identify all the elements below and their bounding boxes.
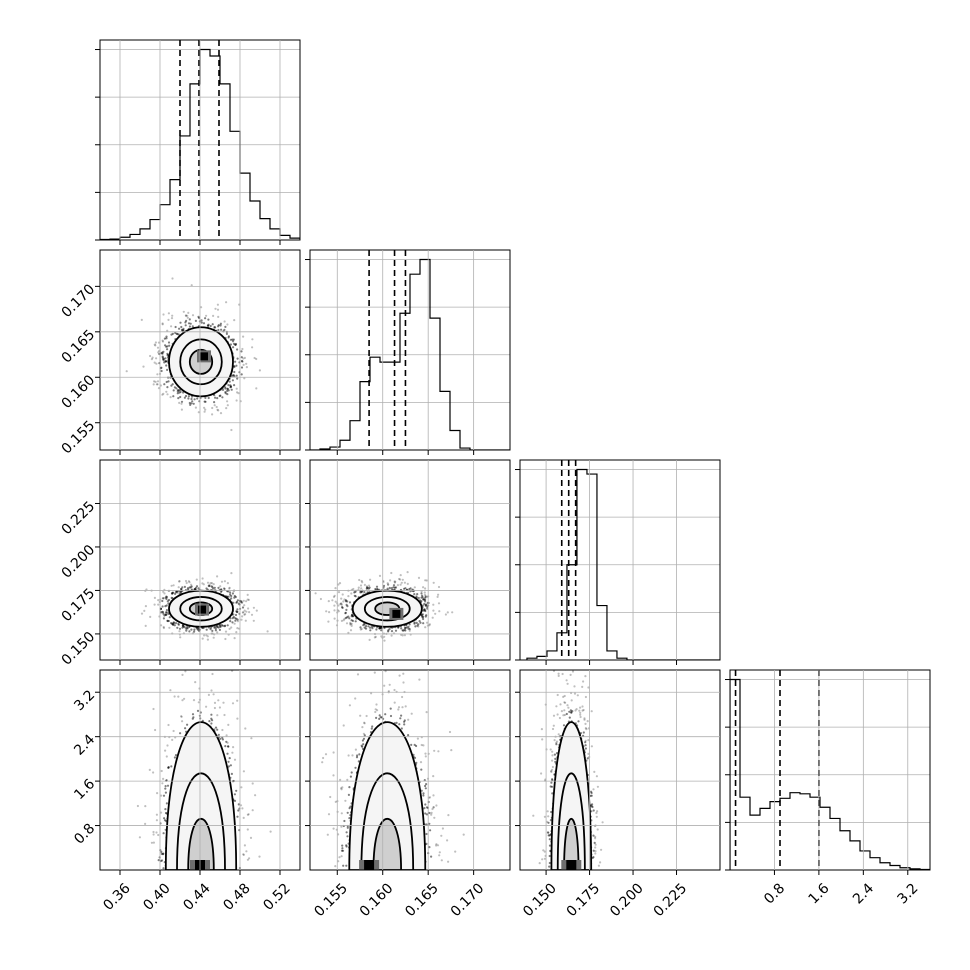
density-region xyxy=(314,571,454,642)
density-contour xyxy=(187,818,215,870)
hist-cell-2-axes xyxy=(545,460,678,665)
x-tick-label: 0.155 xyxy=(311,880,351,920)
scatter-cell-3-2-frame xyxy=(519,669,721,871)
y-tick-label: 1.6 xyxy=(71,776,98,803)
y-tick-label: 0.175 xyxy=(59,585,99,625)
hist-cell-0 xyxy=(95,39,301,241)
hist-cell-1-axes xyxy=(336,250,475,455)
y-tick-label: 0.165 xyxy=(59,327,99,367)
scatter-cell-2-1-axes xyxy=(305,460,510,665)
x-tick-label: 1.6 xyxy=(806,880,833,907)
hist-cell-2-frame xyxy=(519,459,721,661)
histogram-steps xyxy=(526,468,720,660)
y-tick-label: 0.155 xyxy=(59,418,99,458)
x-tick-label: 0.200 xyxy=(607,880,647,920)
y-tick-label: 0.8 xyxy=(71,821,98,848)
hist-cell-1-frame xyxy=(309,249,511,451)
scatter-cell-2-1-frame xyxy=(309,459,511,661)
y-tick-label: 0.160 xyxy=(59,372,99,412)
density-region xyxy=(136,670,272,870)
density-peak xyxy=(198,605,206,614)
x-tick-label: 0.160 xyxy=(357,880,397,920)
x-tick-label: 0.52 xyxy=(260,880,293,913)
density-region xyxy=(532,670,604,870)
hist-cell-3-frame xyxy=(729,669,931,871)
density-contour xyxy=(372,818,402,870)
hist-cell-1 xyxy=(305,249,511,451)
scatter-cell-3-2 xyxy=(519,669,721,871)
density-peak xyxy=(392,609,401,618)
density-region xyxy=(321,670,465,870)
histogram-steps xyxy=(730,678,930,870)
density-peak xyxy=(566,860,577,870)
hist-cell-3-axes: 0.8 1.6 2.4 3.2 xyxy=(761,670,922,908)
scatter-cell-1-0 xyxy=(99,249,301,451)
x-tick-label: 0.44 xyxy=(180,880,213,913)
x-tick-label: 0.165 xyxy=(402,880,442,920)
density-region xyxy=(125,277,261,432)
scatter-cell-3-1 xyxy=(309,669,511,871)
y-tick-label: 3.2 xyxy=(71,687,98,714)
x-tick-label: 0.36 xyxy=(100,880,133,913)
y-tick-label: 2.4 xyxy=(71,732,98,759)
hist-cell-2 xyxy=(515,459,721,661)
x-tick-label: 0.40 xyxy=(140,880,173,913)
density-peak xyxy=(200,352,208,361)
hist-cell-0-axes xyxy=(119,40,281,245)
x-tick-label: 0.150 xyxy=(520,880,560,920)
scatter-cell-2-1 xyxy=(309,459,511,661)
x-tick-label: 0.170 xyxy=(448,880,488,920)
histogram-steps xyxy=(310,258,510,450)
density-region xyxy=(140,572,269,641)
y-tick-label: 0.200 xyxy=(59,542,99,582)
y-tick-label: 0.170 xyxy=(59,281,99,321)
density-peak xyxy=(364,860,375,870)
x-tick-label: 3.2 xyxy=(894,880,921,907)
y-tick-label: 0.225 xyxy=(59,498,99,538)
scatter-cell-3-1-frame xyxy=(309,669,511,871)
x-tick-label: 0.225 xyxy=(651,880,691,920)
y-tick-label: 0.150 xyxy=(59,629,99,669)
x-tick-label: 0.175 xyxy=(564,880,604,920)
x-tick-label: 2.4 xyxy=(850,880,877,907)
scatter-cell-3-2-axes: 0.150 0.175 0.200 0.225 xyxy=(515,670,720,920)
x-tick-label: 0.48 xyxy=(220,880,253,913)
hist-cell-3 xyxy=(725,669,931,871)
x-tick-label: 0.8 xyxy=(761,880,788,907)
